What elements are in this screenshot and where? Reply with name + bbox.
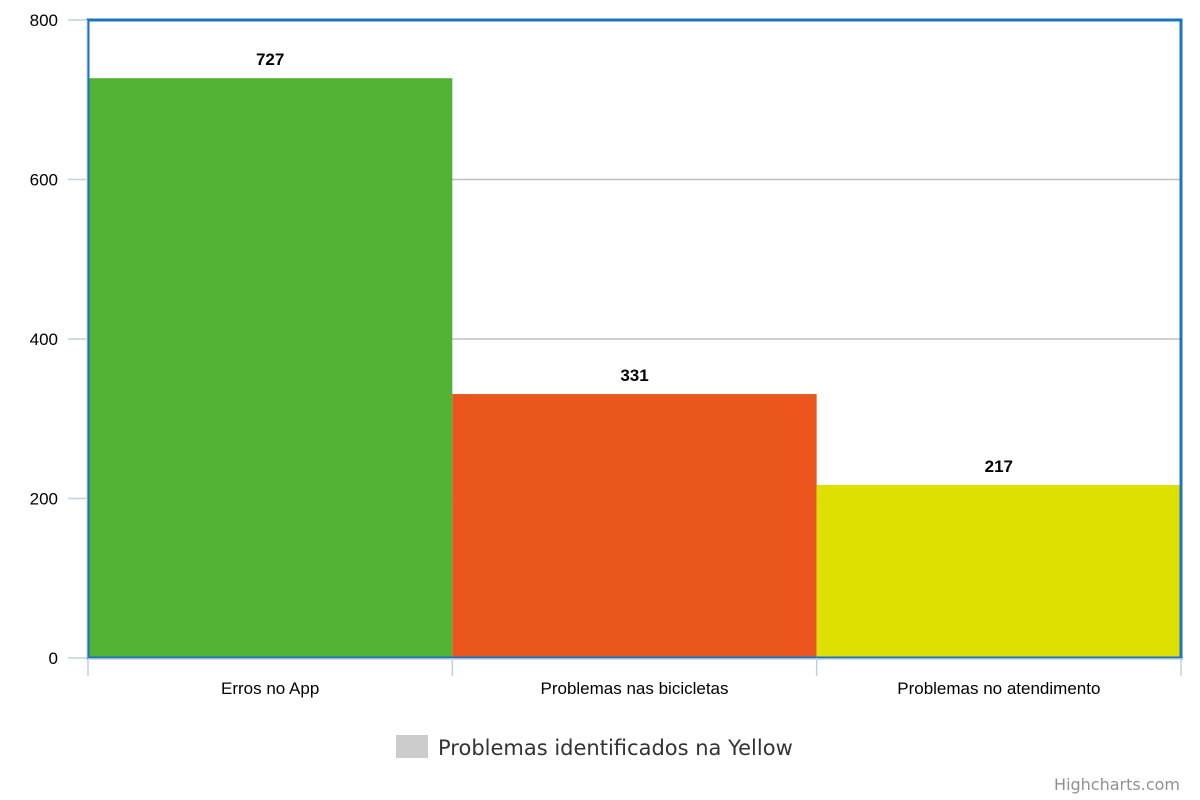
data-label: 217 bbox=[985, 457, 1013, 476]
bars bbox=[88, 78, 1181, 658]
x-axis-tick-labels: Erros no App Problemas nas bicicletas Prob… bbox=[221, 679, 1100, 698]
y-axis-tick-labels: 0 200 400 600 800 bbox=[30, 11, 58, 668]
data-label: 331 bbox=[620, 366, 648, 385]
axes bbox=[68, 19, 1182, 676]
bar-2[interactable] bbox=[452, 394, 817, 658]
plot-border bbox=[86, 18, 1183, 660]
bar-3[interactable] bbox=[816, 484, 1181, 658]
bar-1[interactable] bbox=[88, 78, 453, 658]
y-tick-label: 400 bbox=[30, 330, 58, 349]
y-tick-label: 0 bbox=[49, 649, 58, 668]
legend-label[interactable]: Problemas identificados na Yellow bbox=[438, 736, 793, 760]
y-tick-label: 800 bbox=[30, 11, 58, 30]
y-tick-label: 200 bbox=[30, 490, 58, 509]
data-label: 727 bbox=[256, 50, 284, 69]
data-labels: 727 331 217 bbox=[256, 50, 1013, 476]
legend-swatch[interactable] bbox=[396, 735, 428, 758]
legend[interactable]: Problemas identificados na Yellow bbox=[396, 735, 793, 760]
x-tick-label: Erros no App bbox=[221, 679, 319, 698]
x-tick-label: Problemas no atendimento bbox=[897, 679, 1100, 698]
credits-link[interactable]: Highcharts.com bbox=[1054, 775, 1180, 794]
y-tick-label: 600 bbox=[30, 171, 58, 190]
x-tick-label: Problemas nas bicicletas bbox=[540, 679, 728, 698]
